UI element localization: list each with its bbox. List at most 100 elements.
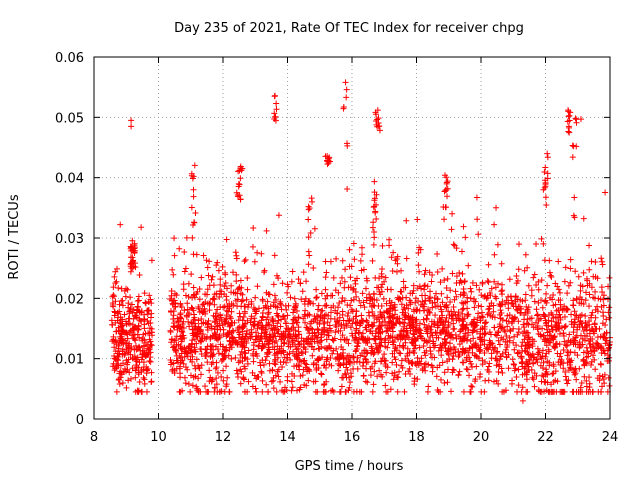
data-point [315,302,322,309]
data-point [293,351,300,358]
data-point [407,301,414,308]
data-point [600,292,607,299]
data-point [278,348,285,355]
data-point [110,360,117,367]
data-point [127,327,134,334]
data-point [344,142,351,149]
data-point [473,353,480,360]
data-point [202,308,209,315]
data-point [380,295,387,302]
data-point [389,370,396,377]
data-point [534,359,541,366]
data-point [475,231,482,238]
data-point [377,323,384,330]
data-point [181,374,188,381]
data-point [192,210,199,217]
data-point [493,362,500,369]
data-point [603,329,610,336]
data-point [113,364,120,371]
data-point [389,359,396,366]
data-point [378,288,385,295]
data-point [120,360,127,367]
data-point [535,286,542,293]
data-point [517,309,524,316]
data-point [244,274,251,281]
data-point [542,194,549,201]
data-point [190,284,197,291]
data-point [211,384,218,391]
data-point [439,322,446,329]
data-point [375,123,382,130]
data-point [460,359,467,366]
data-point [290,331,297,338]
data-point [170,323,177,330]
data-point [388,299,395,306]
data-point [481,350,488,357]
data-point [226,301,233,308]
data-point [424,312,431,319]
data-point [591,321,598,328]
data-point [390,321,397,328]
data-point [318,290,325,297]
data-point [536,349,543,356]
data-point [113,278,120,285]
data-point [521,324,528,331]
data-point [170,360,177,367]
data-point [266,360,273,367]
data-point [209,273,216,280]
data-point [509,356,516,363]
data-point [537,354,544,361]
data-point [346,317,353,324]
data-point [214,306,221,313]
data-point [213,262,220,269]
data-point [538,277,545,284]
data-point [511,333,518,340]
data-point [572,268,579,275]
data-point [276,345,283,352]
data-point [403,327,410,334]
data-point [239,358,246,365]
data-point [241,388,248,395]
data-point [306,252,313,259]
data-point [460,223,467,230]
data-point [183,234,190,241]
data-point [189,294,196,301]
data-point [393,268,400,275]
data-point [511,346,518,353]
data-point [482,377,489,384]
data-point [214,259,221,266]
data-point [193,356,200,363]
data-point [388,254,395,261]
data-point [212,323,219,330]
data-point [540,186,547,193]
data-point [502,387,509,394]
data-point [409,340,416,347]
data-point [491,345,498,352]
data-point [371,178,378,185]
data-point [346,263,353,270]
data-point [386,335,393,342]
data-point [571,349,578,356]
data-point [223,236,230,243]
data-point [541,388,548,395]
data-point [318,371,325,378]
data-point [372,333,379,340]
data-point [567,279,574,286]
data-point [227,322,234,329]
data-point [242,365,249,372]
data-point [512,303,519,310]
data-point [280,349,287,356]
data-point [577,282,584,289]
data-point [204,264,211,271]
data-point [401,388,408,395]
y-tick-label: 0 [76,413,84,428]
data-point [560,365,567,372]
data-point [586,266,593,273]
data-point [225,331,232,338]
data-point [320,382,327,389]
data-point [148,378,155,385]
data-point [314,306,321,313]
data-point [263,304,270,311]
data-point [293,307,300,314]
data-point [188,304,195,311]
